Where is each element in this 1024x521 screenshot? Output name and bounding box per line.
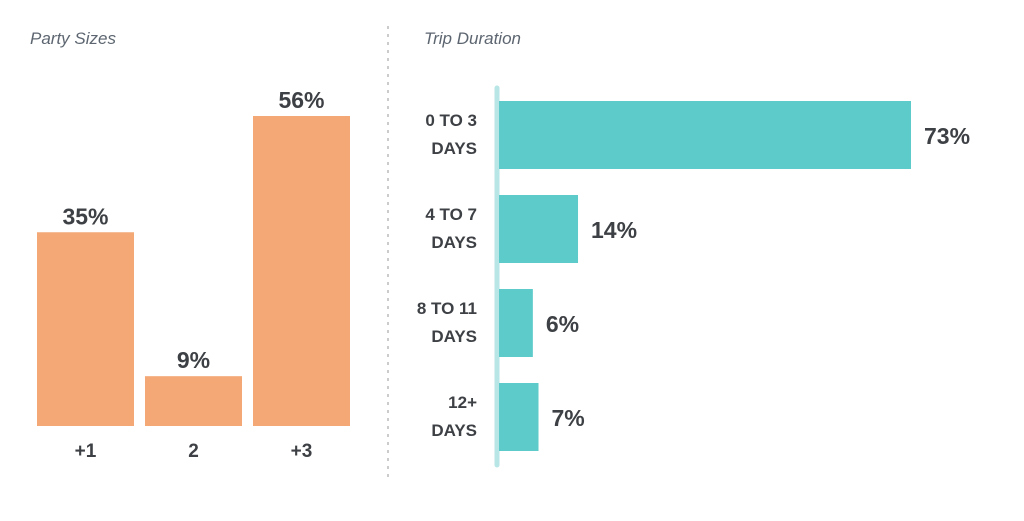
party-sizes-chart: Party Sizes 35% +1 9% 2 56% +3 [30, 29, 350, 462]
party-sizes-title: Party Sizes [30, 29, 116, 48]
party-category-label-plus3: +3 [291, 441, 313, 462]
trip-bar-8-to-11-days [499, 289, 533, 357]
trip-duration-chart: Trip Duration 73% 0 TO 3 DAYS 14% 4 TO 7 DAYS… [417, 29, 970, 468]
trip-category-label-4-to-7-days-line-2: DAYS [431, 233, 477, 252]
trip-category-label-0-to-3-days-line-2: DAYS [431, 139, 477, 158]
trip-value-label-12plus-days: 7% [552, 405, 585, 431]
trip-category-label-12plus-days-line-1: 12+ [448, 393, 477, 412]
trip-category-label-12plus-days-line-2: DAYS [431, 421, 477, 440]
party-value-label-2: 9% [177, 347, 210, 373]
party-category-label-plus1: +1 [75, 441, 97, 462]
trip-bar-4-to-7-days [499, 195, 579, 263]
party-bar-plus1 [37, 232, 134, 426]
party-bar-plus3 [253, 116, 350, 426]
trip-bar-0-to-3-days [499, 101, 911, 169]
trip-bar-12plus-days [499, 383, 539, 451]
trip-category-label-8-to-11-days-line-1: 8 TO 11 [417, 299, 477, 318]
trip-category-label-0-to-3-days-line-1: 0 TO 3 [425, 111, 477, 130]
trip-value-label-0-to-3-days: 73% [924, 123, 970, 149]
trip-duration-bars: 73% 0 TO 3 DAYS 14% 4 TO 7 DAYS 6% 8 TO 11 DAYS 7… [417, 101, 970, 451]
party-sizes-bars: 35% +1 9% 2 56% +3 [37, 87, 350, 462]
party-value-label-plus1: 35% [62, 203, 108, 229]
party-bar-2 [145, 376, 242, 426]
party-category-label-2: 2 [188, 441, 199, 462]
trip-value-label-8-to-11-days: 6% [546, 311, 579, 337]
party-value-label-plus3: 56% [278, 87, 324, 113]
trip-duration-title: Trip Duration [424, 29, 521, 48]
trip-category-label-8-to-11-days-line-2: DAYS [431, 327, 477, 346]
trip-value-label-4-to-7-days: 14% [591, 217, 637, 243]
trip-category-label-4-to-7-days-line-1: 4 TO 7 [425, 205, 477, 224]
